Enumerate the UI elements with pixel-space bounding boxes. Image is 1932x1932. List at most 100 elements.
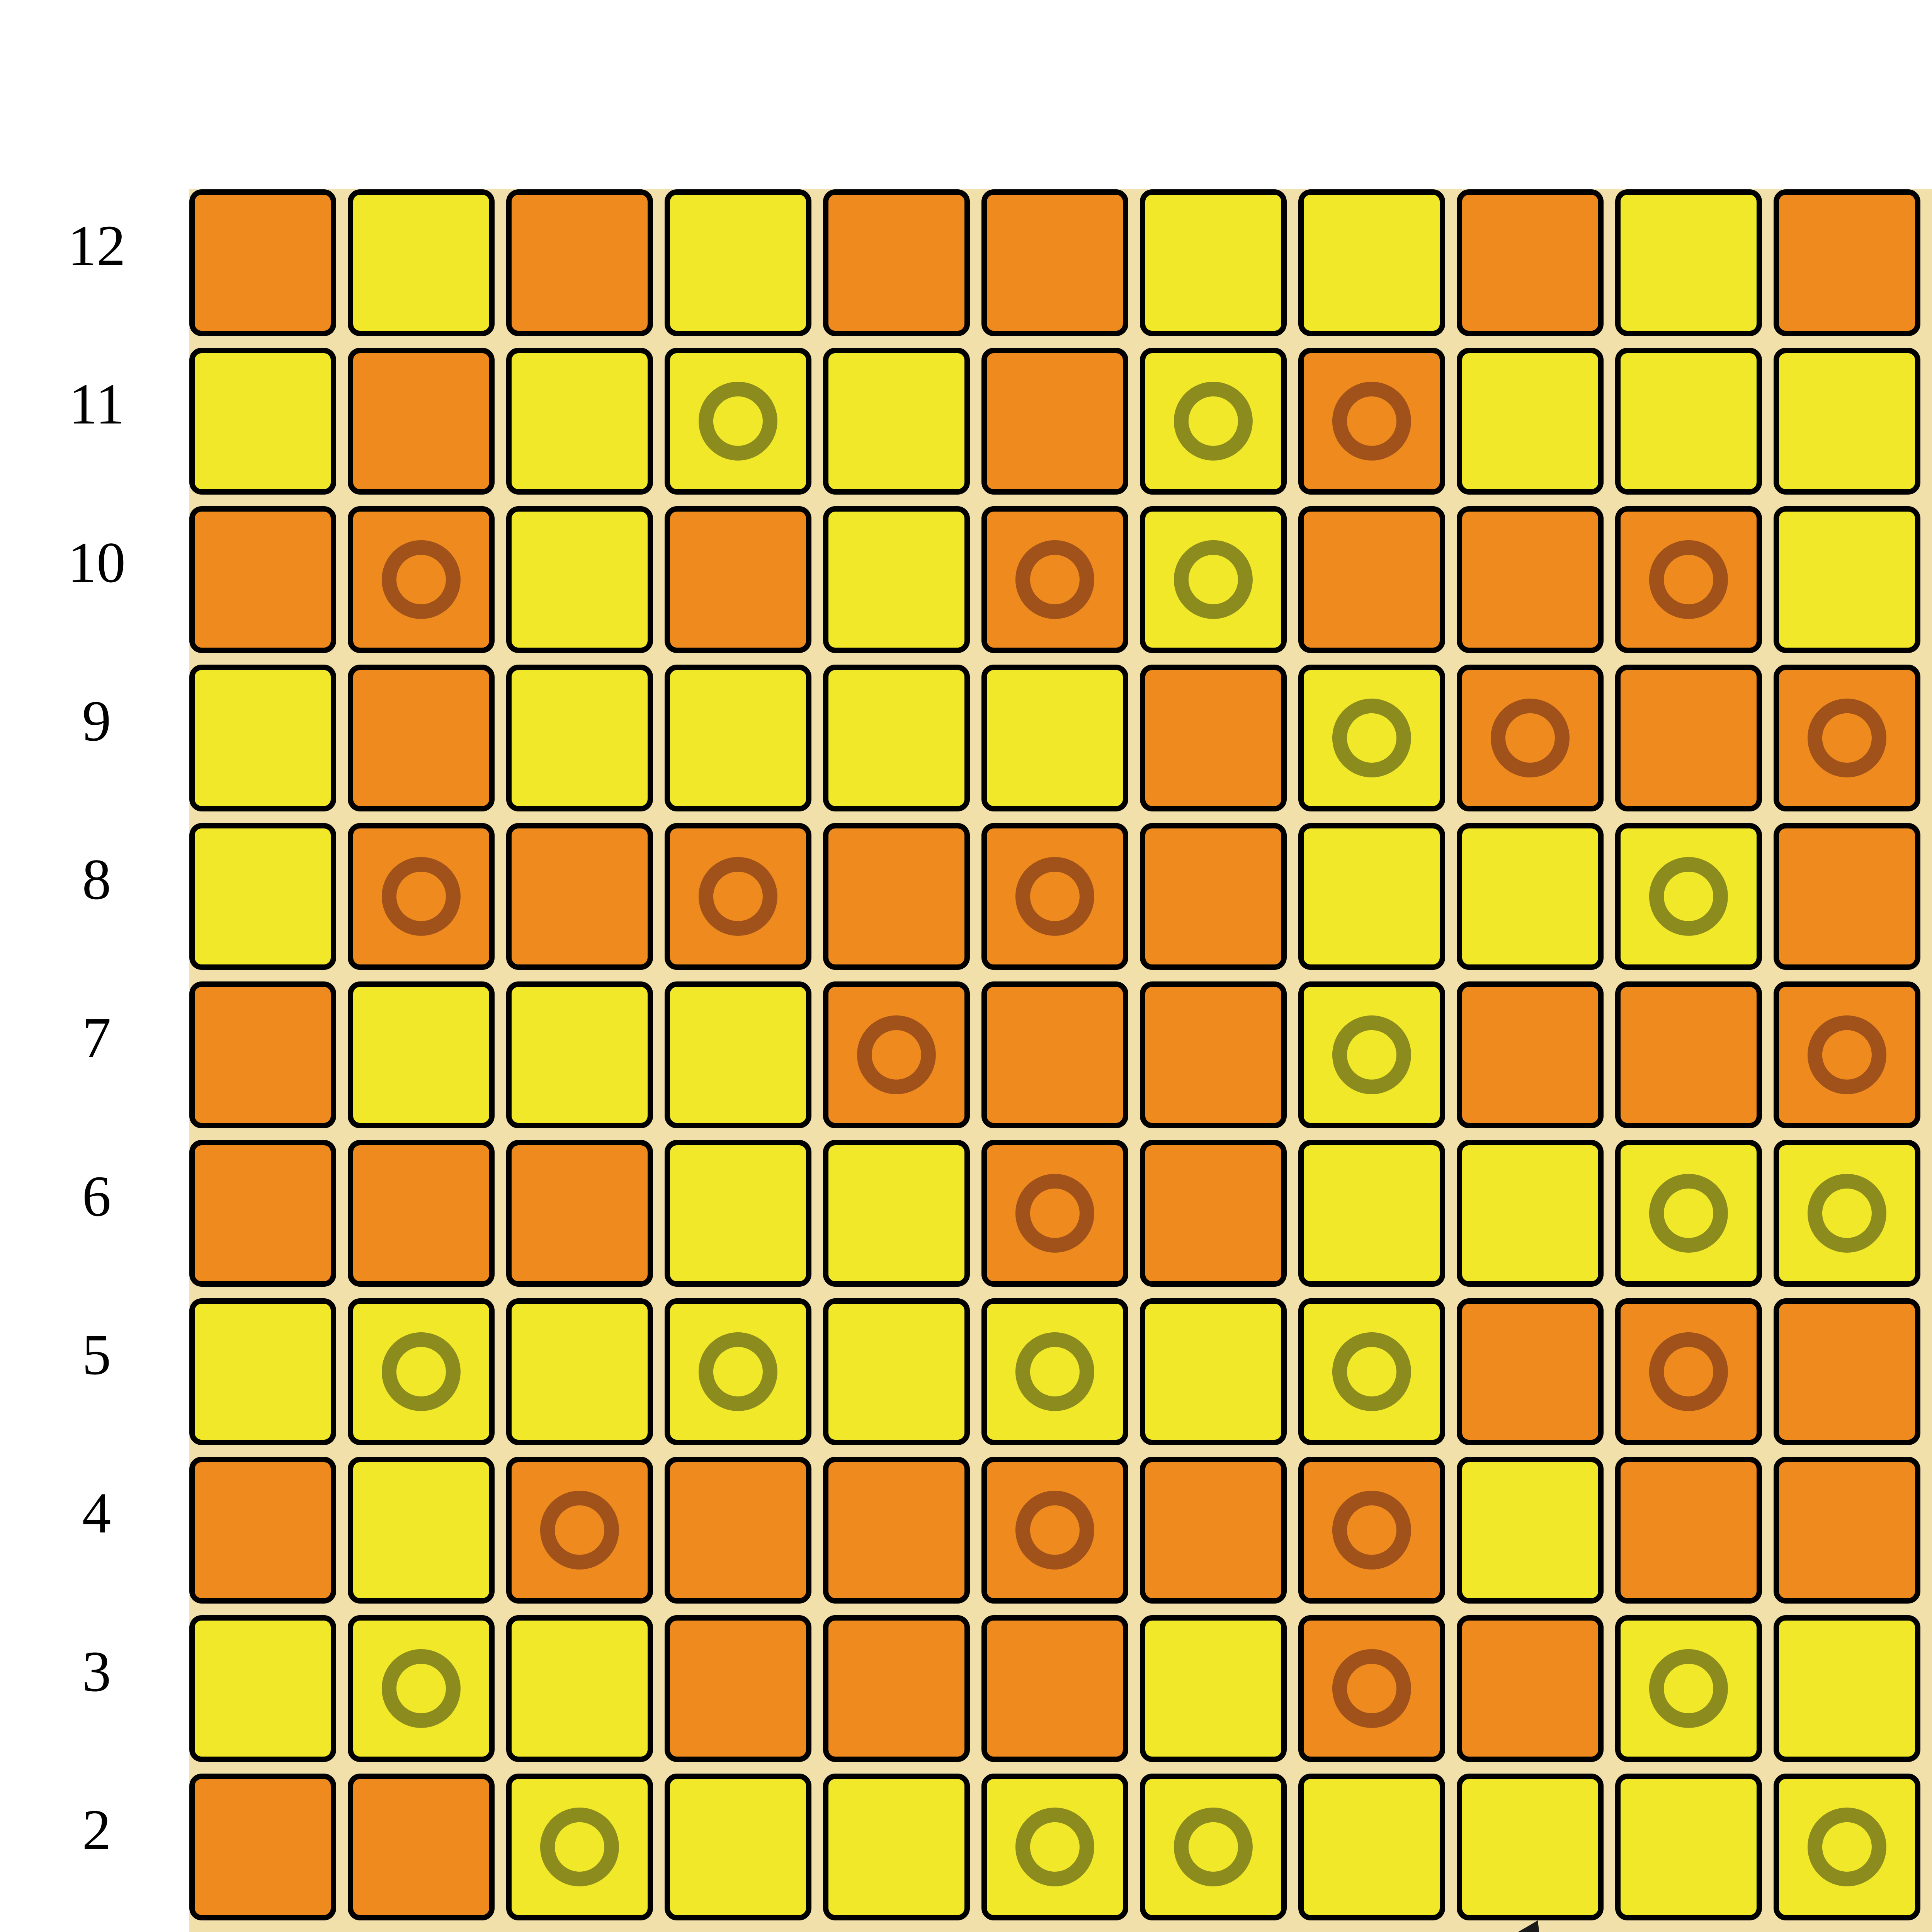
grid-cell-b6[interactable]: [348, 1140, 495, 1287]
grid-cell-h11[interactable]: [1298, 348, 1445, 495]
grid-cell-h6[interactable]: [1298, 1140, 1445, 1287]
grid-cell-h4[interactable]: [1298, 1457, 1445, 1604]
grid-cell-e10[interactable]: [823, 506, 970, 653]
grid-cell-h7[interactable]: [1298, 981, 1445, 1128]
grid-cell-h8[interactable]: [1298, 823, 1445, 970]
grid-cell-d8[interactable]: [665, 823, 811, 970]
grid-cell-i8[interactable]: [1457, 823, 1604, 970]
grid-cell-c3[interactable]: [506, 1615, 653, 1762]
grid-cell-e2[interactable]: [823, 1774, 970, 1920]
grid-cell-e4[interactable]: [823, 1457, 970, 1604]
grid-cell-i7[interactable]: [1457, 981, 1604, 1128]
grid-cell-h10[interactable]: [1298, 506, 1445, 653]
grid-cell-k12[interactable]: [1774, 189, 1920, 336]
grid-cell-g11[interactable]: [1140, 348, 1287, 495]
grid-cell-i11[interactable]: [1457, 348, 1604, 495]
grid-cell-i6[interactable]: [1457, 1140, 1604, 1287]
grid-cell-k8[interactable]: [1774, 823, 1920, 970]
grid-cell-i2[interactable]: [1457, 1774, 1604, 1920]
grid-cell-b3[interactable]: [348, 1615, 495, 1762]
grid-cell-e5[interactable]: [823, 1298, 970, 1445]
grid-cell-b11[interactable]: [348, 348, 495, 495]
grid-cell-e3[interactable]: [823, 1615, 970, 1762]
grid-cell-d2[interactable]: [665, 1774, 811, 1920]
grid-cell-d11[interactable]: [665, 348, 811, 495]
grid-cell-g5[interactable]: [1140, 1298, 1287, 1445]
grid-cell-j10[interactable]: [1615, 506, 1762, 653]
grid-cell-c6[interactable]: [506, 1140, 653, 1287]
grid-cell-k5[interactable]: [1774, 1298, 1920, 1445]
grid-cell-h2[interactable]: [1298, 1774, 1445, 1920]
grid-cell-g4[interactable]: [1140, 1457, 1287, 1604]
grid-cell-g7[interactable]: [1140, 981, 1287, 1128]
grid-cell-i4[interactable]: [1457, 1457, 1604, 1604]
grid-cell-c9[interactable]: [506, 665, 653, 811]
grid-cell-k3[interactable]: [1774, 1615, 1920, 1762]
grid-cell-f11[interactable]: [981, 348, 1128, 495]
grid-cell-i10[interactable]: [1457, 506, 1604, 653]
grid-cell-g8[interactable]: [1140, 823, 1287, 970]
grid-cell-e7[interactable]: [823, 981, 970, 1128]
grid-cell-a3[interactable]: [189, 1615, 336, 1762]
grid-cell-i3[interactable]: [1457, 1615, 1604, 1762]
grid-cell-h3[interactable]: [1298, 1615, 1445, 1762]
grid-cell-i12[interactable]: [1457, 189, 1604, 336]
grid-cell-a7[interactable]: [189, 981, 336, 1128]
grid-cell-i9[interactable]: [1457, 665, 1604, 811]
grid-cell-f6[interactable]: [981, 1140, 1128, 1287]
grid-cell-k4[interactable]: [1774, 1457, 1920, 1604]
grid-cell-a4[interactable]: [189, 1457, 336, 1604]
grid-cell-b8[interactable]: [348, 823, 495, 970]
grid-cell-d12[interactable]: [665, 189, 811, 336]
grid-cell-k10[interactable]: [1774, 506, 1920, 653]
grid-cell-c10[interactable]: [506, 506, 653, 653]
grid-cell-f8[interactable]: [981, 823, 1128, 970]
grid-cell-g2[interactable]: [1140, 1774, 1287, 1920]
grid-cell-a5[interactable]: [189, 1298, 336, 1445]
grid-cell-a9[interactable]: [189, 665, 336, 811]
grid-cell-g9[interactable]: [1140, 665, 1287, 811]
grid-cell-g6[interactable]: [1140, 1140, 1287, 1287]
grid-cell-e11[interactable]: [823, 348, 970, 495]
grid-cell-c12[interactable]: [506, 189, 653, 336]
grid-cell-b12[interactable]: [348, 189, 495, 336]
grid-cell-f5[interactable]: [981, 1298, 1128, 1445]
grid-cell-d4[interactable]: [665, 1457, 811, 1604]
grid-cell-a8[interactable]: [189, 823, 336, 970]
grid-cell-k7[interactable]: [1774, 981, 1920, 1128]
grid-cell-f3[interactable]: [981, 1615, 1128, 1762]
grid-cell-b7[interactable]: [348, 981, 495, 1128]
grid-cell-j4[interactable]: [1615, 1457, 1762, 1604]
grid-cell-b5[interactable]: [348, 1298, 495, 1445]
grid-cell-k11[interactable]: [1774, 348, 1920, 495]
grid-cell-b9[interactable]: [348, 665, 495, 811]
grid-cell-a10[interactable]: [189, 506, 336, 653]
grid-cell-f12[interactable]: [981, 189, 1128, 336]
grid-cell-j3[interactable]: [1615, 1615, 1762, 1762]
grid-cell-b4[interactable]: [348, 1457, 495, 1604]
grid-cell-e6[interactable]: [823, 1140, 970, 1287]
grid-cell-j8[interactable]: [1615, 823, 1762, 970]
grid-cell-c11[interactable]: [506, 348, 653, 495]
grid-cell-b2[interactable]: [348, 1774, 495, 1920]
grid-cell-i5[interactable]: [1457, 1298, 1604, 1445]
grid-cell-c7[interactable]: [506, 981, 653, 1128]
grid-cell-c4[interactable]: [506, 1457, 653, 1604]
grid-cell-k9[interactable]: [1774, 665, 1920, 811]
grid-cell-j7[interactable]: [1615, 981, 1762, 1128]
grid-cell-e8[interactable]: [823, 823, 970, 970]
grid-cell-j11[interactable]: [1615, 348, 1762, 495]
grid-cell-g3[interactable]: [1140, 1615, 1287, 1762]
grid-cell-d5[interactable]: [665, 1298, 811, 1445]
grid-cell-d9[interactable]: [665, 665, 811, 811]
grid-cell-d7[interactable]: [665, 981, 811, 1128]
grid-cell-f2[interactable]: [981, 1774, 1128, 1920]
grid-cell-h12[interactable]: [1298, 189, 1445, 336]
grid-cell-b10[interactable]: [348, 506, 495, 653]
grid-cell-j6[interactable]: [1615, 1140, 1762, 1287]
grid-cell-d10[interactable]: [665, 506, 811, 653]
grid-cell-j9[interactable]: [1615, 665, 1762, 811]
grid-cell-j5[interactable]: [1615, 1298, 1762, 1445]
grid-cell-c5[interactable]: [506, 1298, 653, 1445]
grid-cell-k6[interactable]: [1774, 1140, 1920, 1287]
